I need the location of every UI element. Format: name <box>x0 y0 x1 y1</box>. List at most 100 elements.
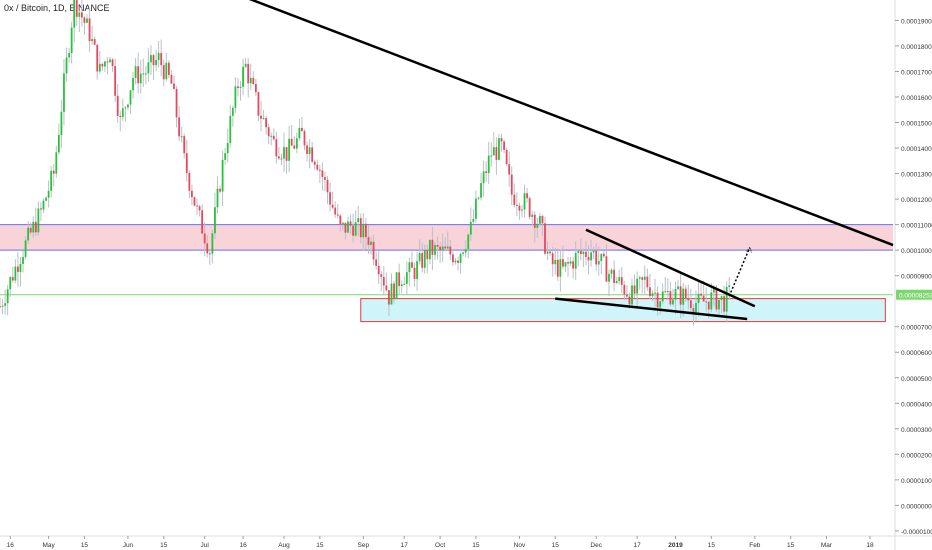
candle-body <box>275 139 278 157</box>
candle-body <box>219 188 221 192</box>
y-tick-label: 0.00004000 <box>901 401 932 408</box>
candle-body <box>595 250 598 265</box>
candle-body <box>413 267 416 280</box>
candle-body <box>459 253 462 263</box>
candle-body <box>546 251 549 254</box>
resistance-zone <box>0 224 893 251</box>
candle-body <box>654 292 656 294</box>
candle-body <box>405 272 408 284</box>
candle-body <box>462 252 465 254</box>
y-tick-label: 0.00006000 <box>901 350 932 357</box>
candle-body <box>101 63 104 67</box>
candle-body <box>341 222 344 225</box>
candle-body <box>252 77 255 85</box>
candle-body <box>142 73 145 75</box>
candle-body <box>98 63 101 72</box>
candle-body <box>359 218 362 238</box>
candle-body <box>134 66 137 78</box>
candle-body <box>55 152 58 174</box>
candle-body <box>22 256 24 264</box>
candle-body <box>441 246 444 251</box>
candle-body <box>651 293 654 297</box>
candle-body <box>290 138 293 146</box>
candle-body <box>303 131 306 146</box>
candle-body <box>608 273 610 282</box>
x-tick-label: Aug <box>278 542 290 549</box>
candle-body <box>301 127 303 132</box>
candle-body <box>352 225 355 236</box>
candle-body <box>124 107 127 109</box>
candle-body <box>444 246 447 249</box>
candle-body <box>646 276 649 288</box>
candle-body <box>590 252 592 261</box>
candle-body <box>498 138 500 160</box>
candle-body <box>602 253 605 257</box>
candle-body <box>641 277 644 280</box>
candle-body <box>672 299 674 305</box>
candle-body <box>403 283 406 285</box>
candle-body <box>669 291 672 305</box>
candle-body <box>321 170 324 178</box>
candle-body <box>308 147 311 154</box>
candle-body <box>116 95 119 116</box>
x-tick-label: 15 <box>81 542 89 549</box>
candle-body <box>710 292 713 310</box>
candle-body <box>659 301 662 308</box>
candle-body <box>229 115 232 144</box>
candle-body <box>393 283 395 299</box>
candle-body <box>500 138 503 142</box>
x-tick-label: Oct <box>435 542 445 549</box>
candle-body <box>280 158 283 160</box>
candle-body <box>196 205 198 207</box>
candle-body <box>385 285 388 291</box>
y-tick-label: 0.00015000 <box>901 121 932 128</box>
candle-body <box>208 253 211 255</box>
candle-body <box>339 215 342 225</box>
candle-body <box>487 155 490 174</box>
candle-body <box>278 156 280 159</box>
candle-body <box>344 222 347 233</box>
candle-body <box>467 234 470 250</box>
candle-body <box>390 283 393 305</box>
candle-body <box>382 276 385 286</box>
y-tick-label: 0.00018000 <box>901 44 932 51</box>
candle-body <box>40 208 42 210</box>
x-tick-label: 16 <box>7 542 15 549</box>
candle-body <box>567 262 569 264</box>
candle-body <box>329 192 331 205</box>
candle-body <box>237 86 239 89</box>
candle-body <box>705 301 708 303</box>
candle-body <box>60 111 63 135</box>
candle-body <box>618 277 621 282</box>
x-tick-label: Sep <box>358 542 370 549</box>
candle-body <box>638 277 641 279</box>
candle-body <box>398 272 401 287</box>
candle-body <box>431 239 434 255</box>
candle-body <box>408 262 411 273</box>
candle-body <box>700 293 702 296</box>
candle-body <box>334 207 337 215</box>
candle-body <box>178 117 181 137</box>
candle-body <box>191 190 193 198</box>
candle-body <box>14 266 17 281</box>
candle-body <box>34 221 37 233</box>
candle-body <box>324 177 326 180</box>
candle-body <box>73 0 76 28</box>
candle-body <box>587 256 590 261</box>
candle-body <box>569 261 572 264</box>
candle-body <box>318 169 321 171</box>
candle-body <box>211 233 214 254</box>
y-tick-label: 0.00001000 <box>901 478 932 485</box>
candle-body <box>454 260 457 263</box>
candle-body <box>104 61 106 67</box>
candle-body <box>45 197 47 201</box>
candle-body <box>452 254 454 263</box>
candle-body <box>9 277 12 290</box>
candle-body <box>446 246 449 249</box>
candle-body <box>388 290 390 305</box>
candle-body <box>533 214 536 228</box>
current-price-label-box <box>896 289 932 300</box>
candle-body <box>656 292 659 308</box>
candle-body <box>510 174 513 195</box>
candle-body <box>32 221 35 233</box>
